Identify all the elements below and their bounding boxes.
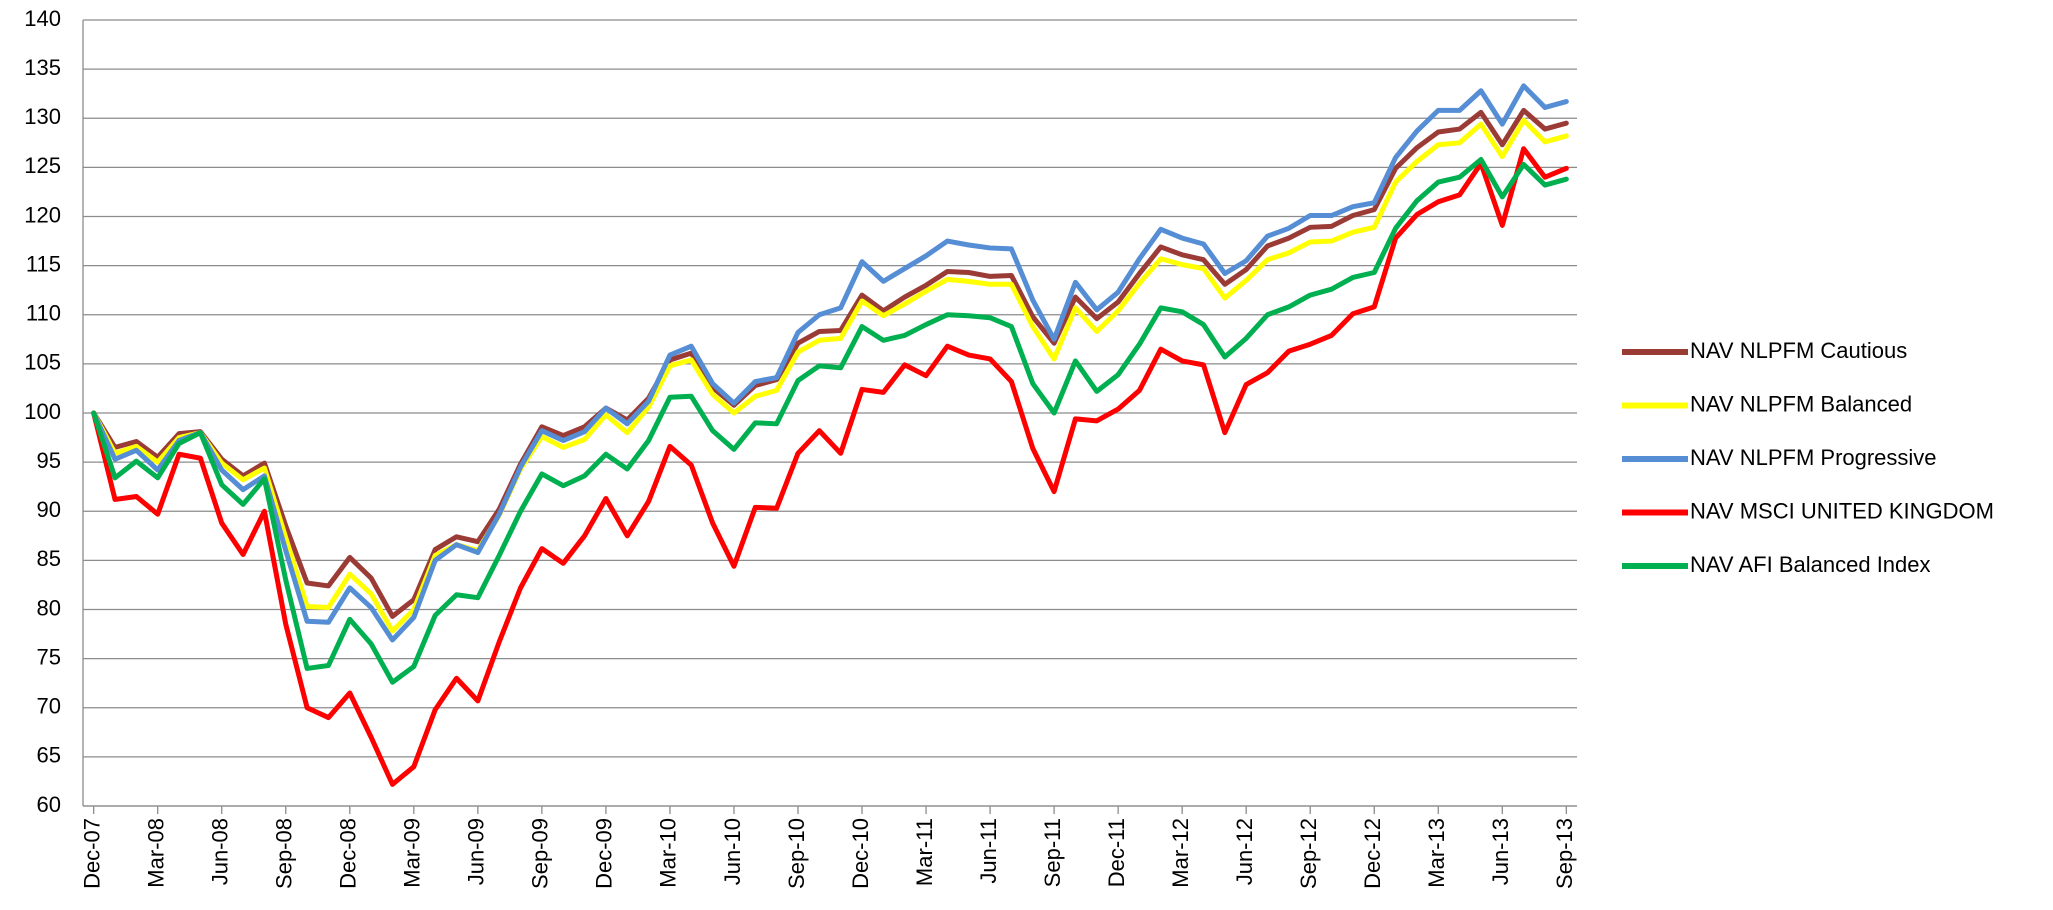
x-tick-label: Sep-11 [1040, 818, 1065, 887]
series-line [91, 157, 1569, 685]
series-line [91, 107, 1569, 619]
x-tick-label: Jun-08 [208, 818, 233, 885]
x-tick-label: Jun-11 [976, 818, 1001, 884]
x-tick-label: Dec-12 [1360, 818, 1385, 889]
y-tick-label: 85 [37, 546, 61, 571]
y-tick-label: 115 [26, 251, 61, 276]
x-tick-label: Sep-10 [784, 818, 809, 889]
x-tick-label: Jun-09 [464, 818, 489, 885]
series-line [91, 83, 1569, 643]
x-tick-label: Mar-13 [1424, 818, 1449, 888]
y-tick-label: 75 [37, 644, 61, 669]
y-tick-label: 135 [24, 55, 61, 80]
legend-label: NAV MSCI UNITED KINGDOM [1690, 498, 1994, 523]
x-tick-label: Mar-12 [1168, 818, 1193, 888]
x-tick-label: Dec-08 [336, 818, 361, 889]
y-tick-label: 80 [37, 595, 61, 620]
legend-label: NAV NLPFM Progressive [1690, 445, 1937, 470]
x-tick-label: Dec-10 [848, 818, 873, 889]
x-tick-label: Sep-13 [1552, 818, 1577, 889]
legend-label: NAV NLPFM Cautious [1690, 338, 1907, 363]
x-tick-label: Dec-07 [79, 818, 104, 889]
y-tick-label: 105 [24, 350, 61, 375]
y-tick-label: 130 [24, 104, 61, 129]
y-tick-label: 70 [37, 694, 61, 719]
y-tick-label: 100 [24, 399, 61, 424]
x-tick-label: Dec-11 [1104, 818, 1129, 887]
legend-label: NAV NLPFM Balanced [1690, 391, 1912, 416]
x-tick-label: Mar-10 [656, 818, 681, 888]
x-tick-label: Jun-12 [1232, 818, 1257, 885]
series-line [91, 146, 1569, 787]
y-tick-label: 95 [37, 448, 61, 473]
x-tick-label: Mar-09 [400, 818, 425, 888]
y-tick-label: 110 [26, 301, 61, 326]
x-tick-label: Mar-11 [912, 818, 937, 886]
y-tick-label: 125 [24, 153, 61, 178]
x-tick-label: Jun-10 [720, 818, 745, 885]
legend-label: NAV AFI Balanced Index [1690, 552, 1931, 577]
y-tick-label: 90 [37, 497, 61, 522]
y-tick-label: 65 [37, 743, 61, 768]
y-tick-label: 60 [37, 792, 61, 817]
x-tick-label: Sep-12 [1296, 818, 1321, 889]
x-tick-label: Sep-09 [528, 818, 553, 889]
series-line [91, 117, 1569, 634]
x-tick-label: Dec-09 [592, 818, 617, 889]
x-tick-label: Mar-08 [144, 818, 169, 888]
y-tick-label: 140 [24, 6, 61, 31]
x-tick-label: Jun-13 [1488, 818, 1513, 885]
y-tick-label: 120 [24, 202, 61, 227]
x-tick-label: Sep-08 [272, 818, 297, 889]
